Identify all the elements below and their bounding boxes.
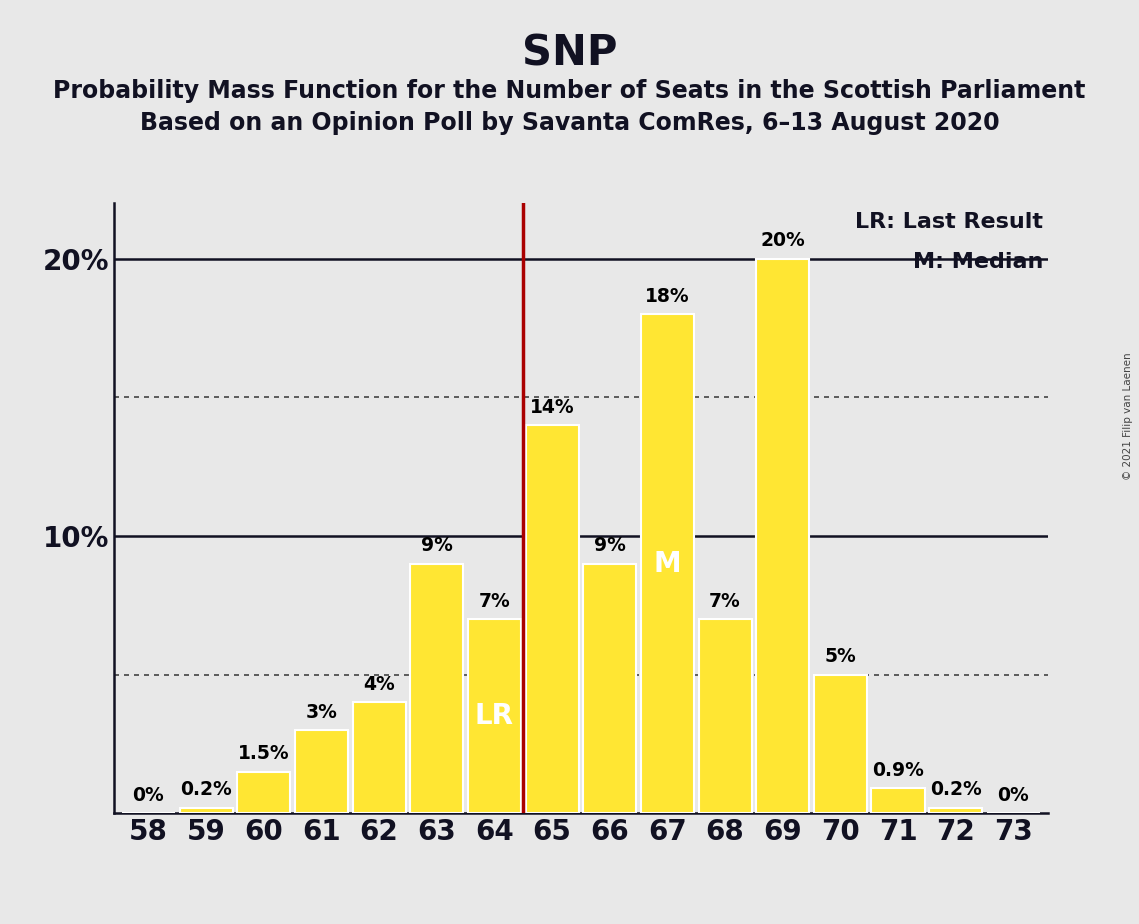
Text: 0%: 0% xyxy=(998,785,1030,805)
Text: 9%: 9% xyxy=(593,536,625,555)
Text: Probability Mass Function for the Number of Seats in the Scottish Parliament: Probability Mass Function for the Number… xyxy=(54,79,1085,103)
Text: 14%: 14% xyxy=(530,397,574,417)
Bar xyxy=(295,730,349,813)
Text: 18%: 18% xyxy=(645,286,690,306)
Bar xyxy=(583,564,637,813)
Text: 0.9%: 0.9% xyxy=(872,760,924,780)
Text: 0.2%: 0.2% xyxy=(929,780,982,799)
Bar xyxy=(180,808,232,813)
Bar xyxy=(813,675,867,813)
Text: M: M xyxy=(654,550,681,578)
Text: LR: Last Result: LR: Last Result xyxy=(855,213,1043,233)
Text: © 2021 Filip van Laenen: © 2021 Filip van Laenen xyxy=(1123,352,1133,480)
Text: SNP: SNP xyxy=(522,32,617,74)
Bar xyxy=(641,314,694,813)
Text: 4%: 4% xyxy=(363,675,395,694)
Text: 9%: 9% xyxy=(420,536,452,555)
Text: 20%: 20% xyxy=(761,231,805,250)
Bar xyxy=(353,702,405,813)
Bar xyxy=(237,772,290,813)
Text: LR: LR xyxy=(475,702,514,730)
Bar xyxy=(756,259,809,813)
Bar xyxy=(525,425,579,813)
Text: 7%: 7% xyxy=(710,591,740,611)
Text: M: Median: M: Median xyxy=(912,252,1043,272)
Text: 5%: 5% xyxy=(825,647,857,666)
Text: 0.2%: 0.2% xyxy=(180,780,232,799)
Text: 7%: 7% xyxy=(478,591,510,611)
Text: Based on an Opinion Poll by Savanta ComRes, 6–13 August 2020: Based on an Opinion Poll by Savanta ComR… xyxy=(140,111,999,135)
Bar xyxy=(410,564,464,813)
Text: 0%: 0% xyxy=(132,785,164,805)
Bar xyxy=(698,619,752,813)
Text: 1.5%: 1.5% xyxy=(238,744,289,763)
Text: 3%: 3% xyxy=(305,702,337,722)
Bar xyxy=(468,619,521,813)
Bar xyxy=(929,808,982,813)
Bar xyxy=(871,788,925,813)
